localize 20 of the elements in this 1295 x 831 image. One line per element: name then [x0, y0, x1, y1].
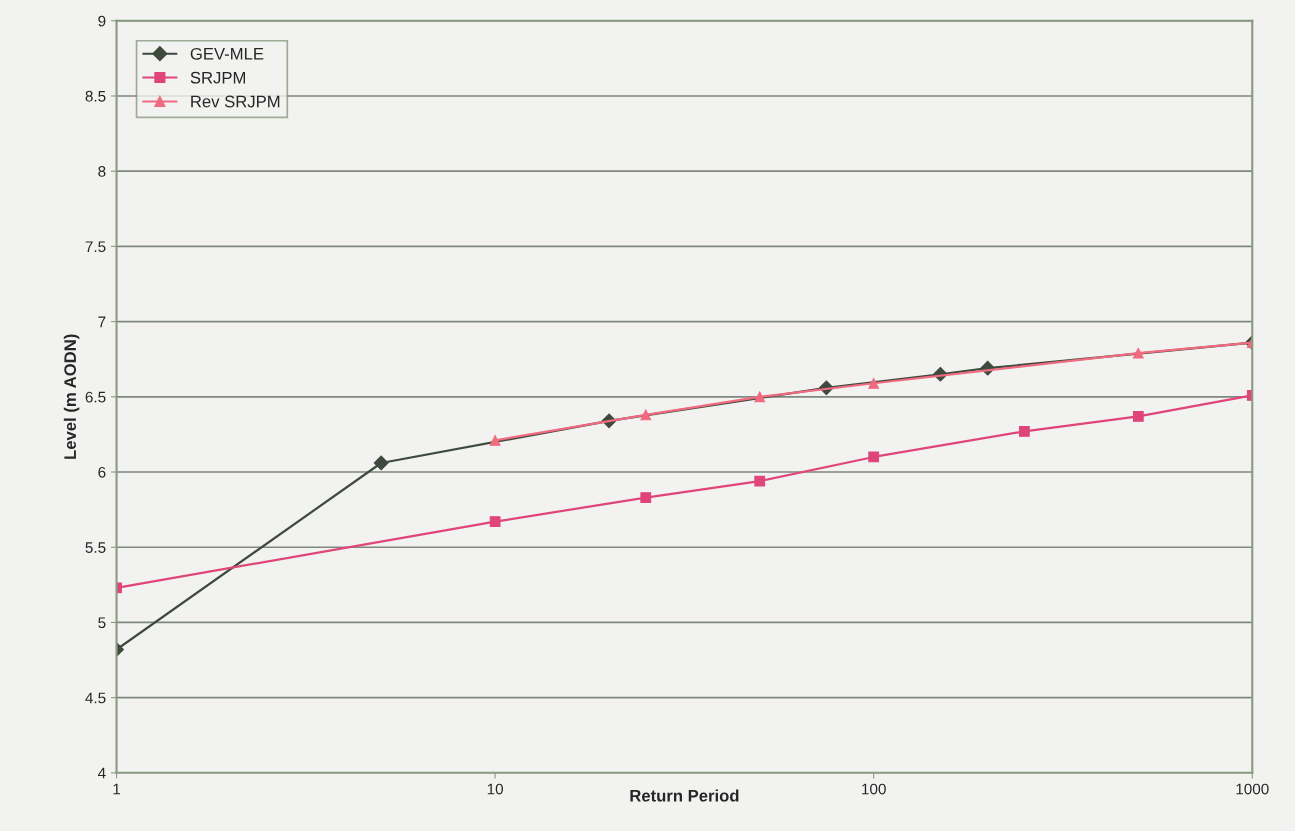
x-tick-label: 10 — [487, 783, 504, 795]
legend-label: Rev SRJPM — [191, 95, 280, 108]
y-tick-label: 5.5 — [85, 542, 106, 553]
y-tick-label: 5 — [98, 617, 106, 629]
x-axis-title: Return Period — [630, 789, 739, 802]
y-tick-label: 7.5 — [85, 241, 106, 253]
legend-label: GEV-MLE — [190, 47, 264, 60]
x-tick-label: 1000 — [1236, 783, 1269, 795]
x-tick-label: 1 — [113, 783, 121, 795]
y-tick-label: 8.5 — [85, 90, 106, 102]
y-tick-label: 8 — [98, 166, 106, 177]
y-tick-label: 4 — [97, 767, 106, 779]
y-tick-label: 9 — [98, 15, 106, 27]
x-tick-label: 100 — [862, 783, 886, 795]
legend-label: SRJPM — [190, 71, 245, 84]
y-tick-label: 6 — [98, 466, 106, 478]
y-tick-label: 7 — [98, 316, 106, 328]
y-tick-label: 6.5 — [85, 391, 106, 403]
y-tick-label: 4.5 — [85, 692, 106, 704]
y-axis-title: Level (m AODN) — [63, 334, 80, 459]
